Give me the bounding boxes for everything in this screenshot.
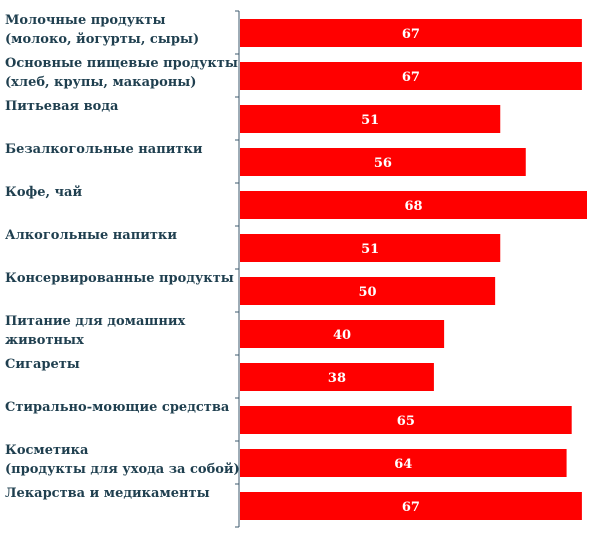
category-label: Сигареты [5, 357, 80, 372]
category-label: Питание для домашних животных [5, 314, 185, 348]
value-label: 67 [402, 70, 420, 85]
category-label-line: Основные пищевые продукты [5, 56, 238, 71]
category-labels: Молочные продукты (молоко, йогурты, сыры)… [5, 13, 240, 501]
category-label-line: Питьевая вода [5, 99, 119, 114]
value-label: 68 [404, 199, 422, 214]
category-label-line: Алкогольные напитки [5, 228, 177, 243]
category-label-line: Стирально-моющие средства [5, 400, 230, 415]
value-label: 40 [333, 328, 351, 343]
category-label-line: Консервированные продукты [5, 271, 234, 286]
category-label-line: животных [5, 333, 84, 348]
category-label: Кофе, чай [5, 185, 82, 200]
axis-ticks [235, 10, 239, 528]
bars [240, 19, 587, 520]
bar [240, 492, 582, 520]
category-label-line: Сигареты [5, 357, 80, 372]
value-label: 64 [394, 457, 412, 472]
category-label-line: Кофе, чай [5, 185, 82, 200]
bar [240, 449, 567, 477]
value-label: 38 [328, 371, 346, 386]
category-label: Основные пищевые продукты (хлеб, крупы, м… [5, 56, 238, 90]
category-label-line: Молочные продукты [5, 13, 166, 28]
value-label: 50 [359, 285, 377, 300]
category-label-line: Питание для домашних [5, 314, 185, 329]
category-label: Косметика (продукты для ухода за собой) [5, 443, 240, 477]
category-label: Лекарства и медикаменты [5, 486, 210, 501]
category-label: Алкогольные напитки [5, 228, 177, 243]
category-label-line: (хлеб, крупы, макароны) [5, 75, 196, 90]
category-label-line: Лекарства и медикаменты [5, 486, 210, 501]
category-label-line: (продукты для ухода за собой) [5, 462, 240, 477]
bar [240, 148, 526, 176]
category-label: Консервированные продукты [5, 271, 234, 286]
bar [240, 234, 501, 262]
category-label: Молочные продукты (молоко, йогурты, сыры) [5, 13, 199, 47]
bar [240, 62, 582, 90]
value-label: 51 [361, 242, 379, 257]
category-label-line: (молоко, йогурты, сыры) [5, 32, 199, 47]
bar [240, 406, 572, 434]
value-label: 51 [361, 113, 379, 128]
value-label: 56 [374, 156, 392, 171]
bar [240, 363, 434, 391]
category-label: Стирально-моющие средства [5, 400, 230, 415]
category-label: Питьевая вода [5, 99, 119, 114]
category-label-line: Косметика [5, 443, 89, 458]
value-label: 67 [402, 500, 420, 515]
bar [240, 277, 496, 305]
value-label: 65 [397, 414, 415, 429]
value-label: 67 [402, 27, 420, 42]
bar [240, 320, 445, 348]
category-label-line: Безалкогольные напитки [5, 142, 203, 157]
bar [240, 191, 587, 219]
bar [240, 105, 501, 133]
value-labels: 67 67 51 56 68 51 50 40 38 65 64 67 [328, 27, 423, 515]
category-label: Безалкогольные напитки [5, 142, 203, 157]
bar [240, 19, 582, 47]
